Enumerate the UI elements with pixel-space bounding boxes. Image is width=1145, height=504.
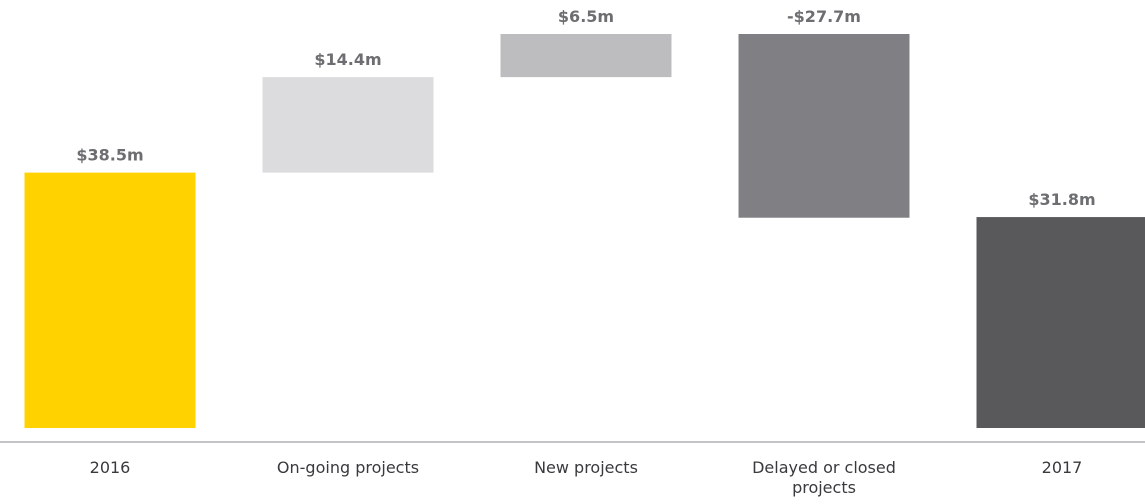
bar [24,172,196,428]
value-label: $31.8m [1028,190,1095,209]
bar [738,34,910,218]
x-tick-label: 2017 [1041,458,1083,477]
value-label: $14.4m [314,50,381,69]
value-label: $6.5m [558,7,614,26]
value-label: $38.5m [76,146,143,165]
x-tick-label: New projects [534,458,638,477]
x-tick-label: On-going projects [276,458,420,477]
x-tick-label: 2016 [89,458,131,477]
bar [500,34,672,78]
x-tick-label: Delayed or closed projects [752,458,896,497]
value-label: -$27.7m [787,7,861,26]
bar [976,217,1145,428]
bar [262,77,434,173]
